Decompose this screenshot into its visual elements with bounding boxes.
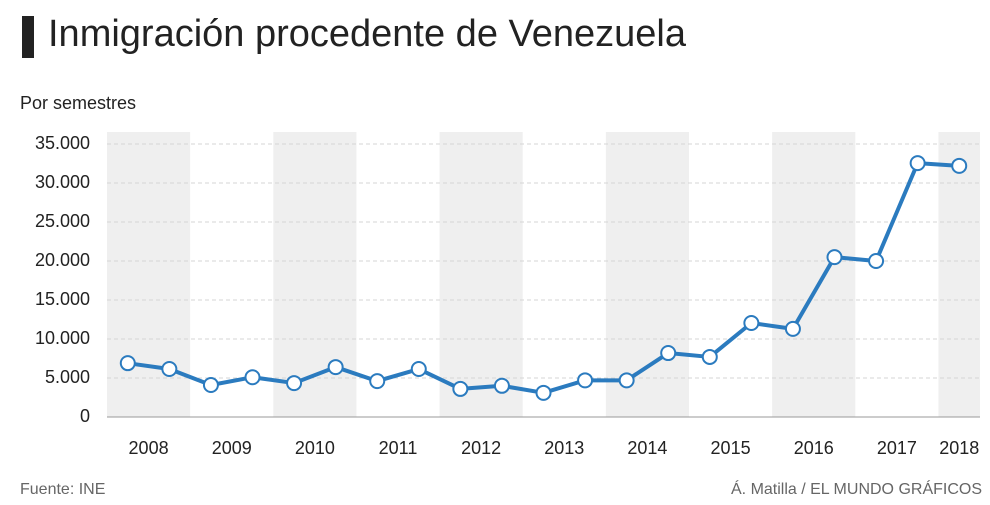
data-point [493, 377, 510, 394]
y-tick-label: 20.000 [35, 250, 90, 270]
x-tick-label: 2015 [711, 438, 751, 458]
x-tick-label: 2012 [461, 438, 501, 458]
source: Fuente: INE [20, 481, 105, 498]
x-tick-label: 2010 [295, 438, 335, 458]
data-point [660, 345, 677, 362]
x-tick-label: 2013 [544, 438, 584, 458]
data-point [909, 155, 926, 172]
year-band [605, 132, 689, 417]
data-point [826, 249, 843, 266]
year-bands [107, 132, 980, 417]
y-tick-label: 5.000 [45, 367, 90, 387]
x-tick-label: 2011 [379, 438, 418, 458]
data-point [452, 380, 469, 397]
y-tick-label: 25.000 [35, 211, 90, 231]
x-tick-label: 2009 [212, 438, 252, 458]
data-point [868, 253, 885, 269]
year-band [938, 132, 980, 417]
data-point [701, 348, 718, 365]
data-point [369, 373, 386, 390]
x-tick-label: 2017 [877, 438, 917, 458]
data-point [535, 384, 552, 401]
y-tick-label: 30.000 [35, 172, 90, 192]
x-tick-label: 2008 [129, 438, 169, 458]
title-marker [22, 16, 34, 58]
data-point [202, 377, 219, 394]
credit: Á. Matilla / EL MUNDO GRÁFICOS [731, 479, 982, 498]
year-band [772, 132, 856, 417]
data-point [119, 355, 136, 372]
chart-subtitle: Por semestres [20, 93, 136, 113]
x-tick-label: 2018 [939, 438, 979, 458]
chart-title: Inmigración procedente de Venezuela [48, 13, 687, 55]
data-point [244, 369, 261, 386]
year-band [439, 132, 523, 417]
y-tick-label: 10.000 [35, 328, 90, 348]
y-tick-label: 35.000 [35, 133, 90, 153]
data-point [784, 320, 801, 337]
data-point [327, 359, 344, 376]
y-tick-label: 15.000 [35, 289, 90, 309]
data-point [161, 361, 178, 378]
data-point [743, 315, 760, 332]
data-point [618, 372, 635, 389]
data-point [410, 361, 427, 378]
x-tick-label: 2016 [794, 438, 834, 458]
data-point [577, 372, 594, 389]
y-tick-label: 0 [80, 406, 90, 426]
data-point [951, 157, 968, 174]
x-tick-label: 2014 [627, 438, 667, 458]
data-point [286, 375, 303, 392]
